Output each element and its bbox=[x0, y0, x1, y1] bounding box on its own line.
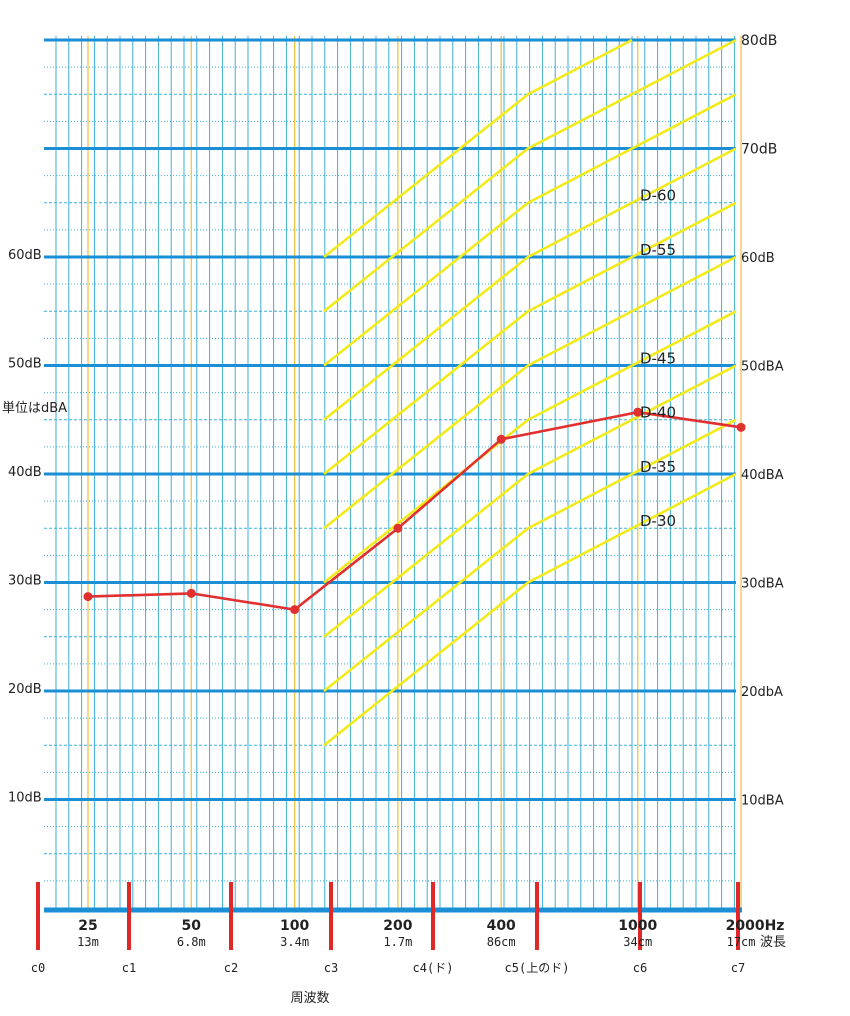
d-curve-label: D-35 bbox=[640, 458, 676, 476]
y-right-tick-label: 60dB bbox=[741, 251, 775, 266]
y-right-tick-label: 80dB bbox=[741, 33, 777, 49]
freq-tick-label: 25 bbox=[78, 918, 97, 934]
y-right-tick-label: 70dB bbox=[741, 142, 777, 158]
labels: D-30 D-35 D-40 D-45 D-55 D-60 c0 c1 c2 c3 c4(ド) c5(… bbox=[2, 33, 786, 1006]
y-right-tick-label: 10dBA bbox=[741, 794, 784, 809]
d-curve-line bbox=[323, 418, 737, 693]
wavelength-label: 17cm bbox=[727, 935, 756, 949]
data-point bbox=[736, 422, 746, 432]
d-curve-line bbox=[323, 255, 737, 530]
d-curve-label: D-60 bbox=[640, 187, 676, 205]
data-point bbox=[186, 588, 196, 598]
octave-label: c6 bbox=[633, 961, 647, 975]
data-point bbox=[633, 407, 643, 417]
octave-label: c5(上のド) bbox=[505, 961, 570, 975]
axes bbox=[36, 882, 742, 950]
data-point bbox=[83, 592, 93, 602]
d-curve-line bbox=[323, 93, 737, 367]
d-curve-line bbox=[323, 472, 737, 747]
freq-tick-label: 1000 bbox=[618, 918, 657, 934]
d-curve-line bbox=[323, 38, 737, 313]
y-left-tick-label: 40dB bbox=[8, 465, 42, 480]
d-curve-label: D-30 bbox=[640, 512, 676, 530]
data-point bbox=[496, 434, 506, 444]
y-left-tick-label: 10dB bbox=[8, 791, 42, 806]
octave-label: c4(ド) bbox=[413, 961, 454, 975]
data-point bbox=[290, 605, 300, 615]
octave-label: c0 bbox=[31, 961, 45, 975]
wavelength-label: 1.7m bbox=[383, 935, 412, 949]
wavelength-axis-label: 波長 bbox=[760, 935, 786, 950]
d-curve-line bbox=[323, 147, 737, 421]
d-curve-line bbox=[323, 38, 633, 259]
y-right-tick-label: 20dbA bbox=[741, 685, 783, 700]
wavelength-label: 3.4m bbox=[280, 935, 309, 949]
freq-tick-label: 2000Hz bbox=[726, 918, 785, 934]
x-axis-title: 周波数 bbox=[290, 991, 329, 1006]
freq-tick-label: 50 bbox=[182, 918, 202, 934]
grid bbox=[44, 36, 742, 908]
d-curve-label: D-55 bbox=[640, 241, 676, 259]
freq-tick-label: 400 bbox=[487, 918, 516, 934]
y-left-tick-label: 30dB bbox=[8, 574, 42, 589]
octave-label: c2 bbox=[224, 961, 238, 975]
d-curve-label: D-40 bbox=[640, 404, 676, 422]
d-curves bbox=[323, 38, 737, 747]
d-curve-line bbox=[323, 201, 737, 476]
wavelength-label: 6.8m bbox=[177, 935, 206, 949]
y-left-tick-label: 50dB bbox=[8, 357, 42, 372]
data-point bbox=[393, 523, 403, 533]
y-right-tick-label: 40dBA bbox=[741, 468, 784, 483]
y-left-tick-label: 20dB bbox=[8, 682, 42, 697]
octave-label: c1 bbox=[122, 961, 136, 975]
wavelength-label: 13m bbox=[77, 935, 99, 949]
d-curve-line bbox=[323, 364, 737, 638]
freq-tick-label: 200 bbox=[383, 918, 412, 934]
measurement-series bbox=[83, 407, 746, 615]
octave-label: c7 bbox=[731, 961, 745, 975]
wavelength-label: 34cm bbox=[623, 935, 652, 949]
freq-tick-label: 100 bbox=[280, 918, 309, 934]
wavelength-label: 86cm bbox=[487, 935, 516, 949]
d-curve-line bbox=[323, 310, 737, 584]
y-left-tick-label: 60dB bbox=[8, 248, 42, 263]
y-right-tick-label: 50dBA bbox=[741, 360, 784, 375]
d-curve-label: D-45 bbox=[640, 349, 676, 367]
unit-note: 単位はdBA bbox=[2, 400, 67, 416]
y-right-tick-label: 30dBA bbox=[741, 577, 784, 592]
octave-label: c3 bbox=[324, 961, 338, 975]
